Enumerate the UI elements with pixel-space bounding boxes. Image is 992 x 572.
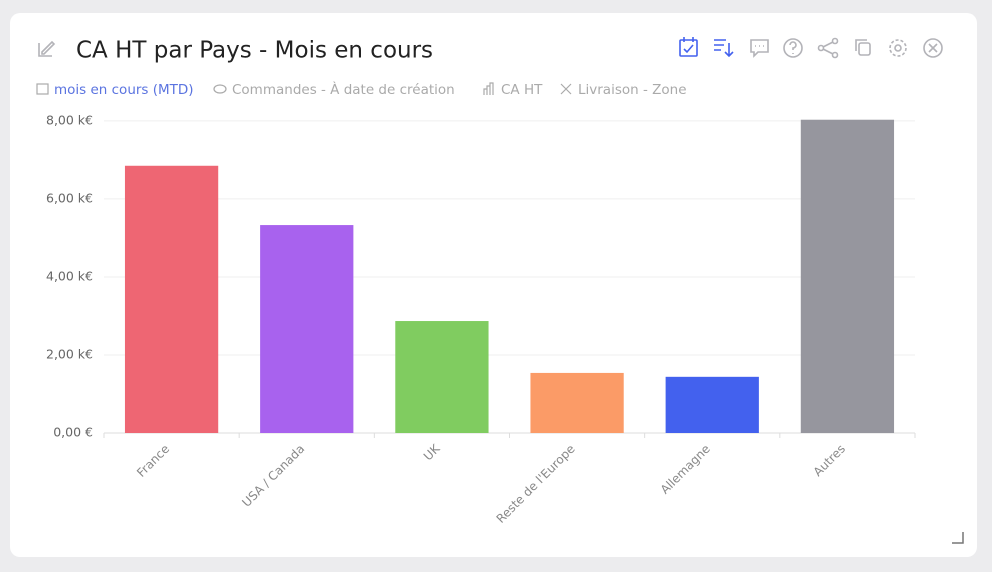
settings-icon[interactable]	[889, 39, 907, 57]
calendar-icon[interactable]	[679, 37, 698, 57]
comment-icon[interactable]	[750, 39, 769, 58]
y-tick-label: 4,00 k€	[46, 268, 93, 283]
filters: mois en cours (MTD) Commandes - À date d…	[36, 81, 687, 98]
bar	[395, 321, 489, 433]
filter-dimension[interactable]: Livraison - Zone	[578, 82, 687, 98]
edit-icon[interactable]	[38, 40, 56, 57]
toolbar	[679, 37, 943, 59]
bar	[665, 376, 759, 433]
bar	[530, 372, 624, 433]
sort-icon[interactable]	[714, 39, 734, 58]
y-tick-label: 0,00 €	[53, 425, 93, 440]
bar	[124, 165, 219, 433]
filter-period[interactable]: mois en cours (MTD)	[54, 82, 194, 98]
help-icon[interactable]	[783, 38, 803, 58]
share-icon[interactable]	[817, 37, 839, 59]
y-tick-label: 6,00 k€	[46, 190, 93, 205]
bar	[260, 225, 354, 433]
filter-orders[interactable]: Commandes - À date de création	[232, 81, 455, 98]
resize-handle[interactable]	[952, 532, 964, 544]
filter-metric[interactable]: CA HT	[501, 82, 543, 98]
bar	[800, 119, 895, 433]
y-tick-label: 8,00 k€	[46, 112, 93, 127]
widget-title: CA HT par Pays - Mois en cours	[76, 38, 433, 64]
y-tick-label: 2,00 k€	[46, 346, 93, 361]
duplicate-icon[interactable]	[855, 39, 871, 56]
close-icon[interactable]	[923, 38, 943, 58]
